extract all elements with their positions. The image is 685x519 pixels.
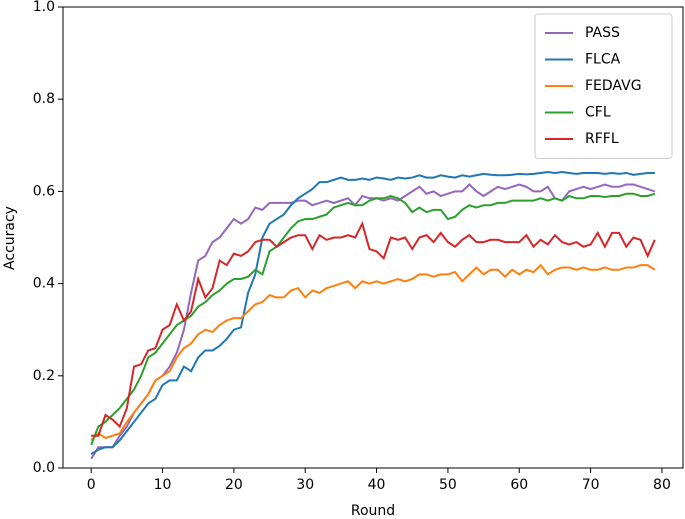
series-line [90, 171, 655, 456]
legend-label: PASS [585, 25, 620, 41]
legend: PASS FLCA FEDAVG CFL RFFL [534, 13, 673, 159]
plot-frame [62, 6, 684, 469]
legend-box [534, 13, 673, 159]
legend-label: FEDAVG [585, 78, 642, 94]
y-tick-label: 0.4 [33, 276, 55, 292]
legend-label: FLCA [585, 52, 621, 68]
y-tick-label: 1.0 [33, 0, 55, 15]
x-tick-label: 80 [653, 477, 671, 493]
legend-label: RFFL [585, 131, 619, 147]
y-axis-label: Accuracy [2, 206, 18, 270]
x-axis-label: Round [351, 503, 395, 519]
x-tick-label: 0 [87, 477, 96, 493]
x-tick-label: 60 [510, 477, 528, 493]
y-tick-label: 0.0 [33, 460, 55, 476]
y-tick-label: 0.8 [33, 91, 55, 107]
x-tick-label: 10 [154, 477, 172, 493]
legend-label: CFL [585, 105, 611, 121]
series-line [90, 183, 656, 460]
y-tick-label: 0.6 [33, 183, 55, 199]
x-tick-label: 20 [225, 477, 243, 493]
x-tick-label: 40 [368, 477, 386, 493]
series-line [91, 220, 656, 437]
x-tick-label: 30 [296, 477, 314, 493]
y-tick-label: 0.2 [33, 368, 55, 384]
series-line [90, 263, 656, 442]
series-line [90, 192, 656, 446]
x-tick-label: 70 [582, 477, 600, 493]
x-tick-label: 50 [439, 477, 457, 493]
